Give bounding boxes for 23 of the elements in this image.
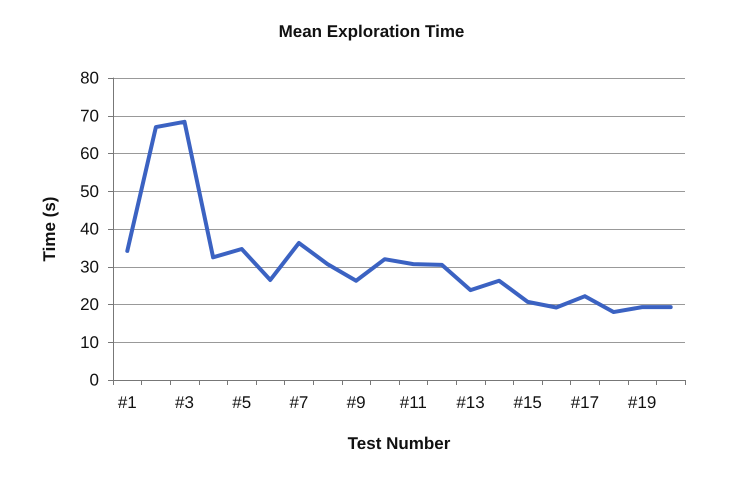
x-tick-label: #13 — [456, 393, 485, 412]
x-tick-label: #5 — [232, 393, 252, 412]
x-axis-title: Test Number — [348, 434, 451, 453]
x-tick-label: #19 — [628, 393, 656, 412]
y-tick-label: 60 — [80, 144, 99, 163]
y-axis-title: Time (s) — [40, 196, 59, 262]
y-tick-label: 70 — [80, 106, 99, 126]
line-series — [125, 120, 673, 314]
x-tick-label: #15 — [514, 393, 542, 412]
x-tick-label: #1 — [118, 393, 137, 412]
x-tick-label: #3 — [175, 393, 194, 412]
x-tick-label: #17 — [570, 393, 600, 412]
x-tick-label: #11 — [400, 393, 427, 412]
y-tick-label: 0 — [90, 370, 99, 390]
y-tick-label: 40 — [80, 220, 99, 238]
x-tick-label: #9 — [346, 393, 366, 412]
chart-title: Mean Exploration Time — [278, 22, 464, 41]
y-tick-label: 10 — [80, 332, 99, 352]
x-tick-label: #7 — [289, 393, 308, 412]
y-tick-label: 30 — [80, 257, 99, 276]
y-tick-label: 20 — [80, 295, 99, 314]
y-tick-label: 50 — [80, 182, 99, 201]
y-tick-label: 80 — [80, 68, 99, 88]
